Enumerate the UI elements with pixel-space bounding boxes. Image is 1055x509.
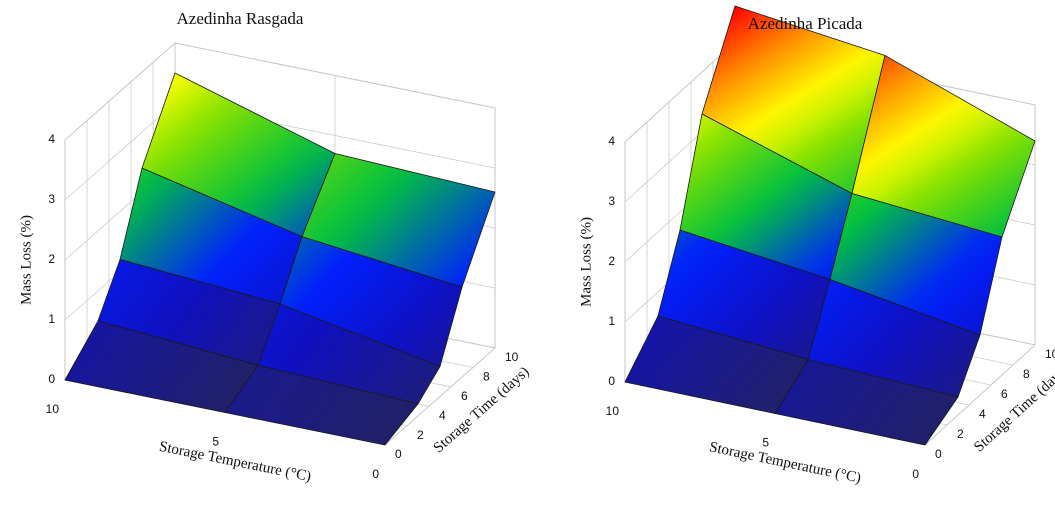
z-tick-label: 3	[608, 194, 615, 208]
x-axis-label: Storage Temperature (°C)	[708, 439, 863, 486]
chart-title: Azedinha Picada	[748, 14, 863, 33]
y-tick-label: 10	[505, 350, 519, 364]
z-tick-label: 2	[48, 252, 55, 266]
x-tick-label: 0	[912, 467, 919, 481]
z-axis-label: Mass Loss (%)	[578, 217, 594, 307]
z-tick-label: 1	[608, 314, 615, 328]
y-tick-label: 8	[483, 370, 490, 384]
x-tick-label: 5	[762, 436, 769, 450]
y-tick-label: 6	[1001, 387, 1008, 401]
z-tick-label: 2	[608, 254, 615, 268]
x-tick-label: 5	[212, 435, 219, 449]
y-tick-label: 4	[439, 408, 446, 422]
surface-cell	[224, 364, 419, 446]
y-tick-label: 6	[461, 389, 468, 403]
y-tick-label: 0	[395, 447, 402, 461]
x-axis-label: Storage Temperature (°C)	[158, 439, 313, 485]
y-tick-label: 2	[417, 428, 424, 442]
z-axis-label: Mass Loss (%)	[18, 215, 34, 305]
y-tick-label: 0	[935, 447, 942, 461]
x-tick-label: 0	[372, 467, 379, 481]
z-tick-label: 0	[48, 372, 55, 386]
z-tick-label: 4	[48, 132, 55, 146]
y-tick-label: 8	[1023, 367, 1030, 381]
x-tick-label: 10	[606, 404, 620, 418]
surface-cell	[774, 359, 959, 446]
chart-title: Azedinha Rasgada	[177, 9, 304, 28]
y-tick-label: 4	[979, 407, 986, 421]
z-tick-label: 4	[608, 134, 615, 148]
y-tick-label: 10	[1045, 347, 1055, 361]
x-tick-label: 10	[46, 402, 60, 416]
y-tick-label: 2	[957, 427, 964, 441]
z-tick-label: 3	[48, 192, 55, 206]
z-tick-label: 0	[608, 374, 615, 388]
z-tick-label: 1	[48, 312, 55, 326]
